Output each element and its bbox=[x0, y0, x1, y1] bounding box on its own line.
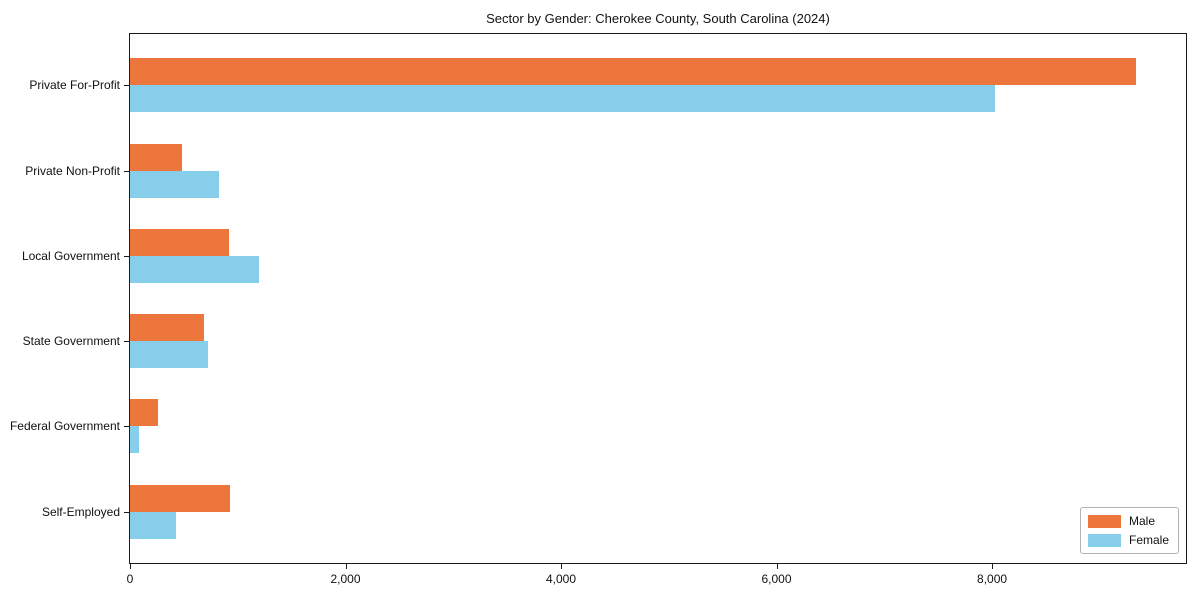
y-tick-private-for-profit bbox=[124, 85, 129, 87]
bar-male-private-for-profit bbox=[130, 58, 1137, 86]
x-tick-label-2000: 2,000 bbox=[330, 572, 361, 586]
plot-area: Male Female Private For-Profit Private No… bbox=[10, 33, 1187, 586]
y-tick-label-federal-government: Federal Government bbox=[9, 419, 120, 434]
y-tick-federal-government bbox=[124, 426, 129, 428]
y-tick-label-self-employed: Self-Employed bbox=[41, 504, 120, 519]
legend-swatch-male bbox=[1087, 514, 1121, 528]
y-tick-label-private-for-profit: Private For-Profit bbox=[29, 78, 120, 93]
x-tick-8000 bbox=[992, 564, 994, 569]
x-tick-label-8000: 8,000 bbox=[977, 572, 1008, 586]
x-tick-2000 bbox=[345, 564, 347, 569]
legend-item-male: Male bbox=[1087, 514, 1169, 528]
y-tick-local-government bbox=[124, 255, 129, 257]
legend-label-male: Male bbox=[1128, 514, 1155, 528]
bar-female-self-employed bbox=[130, 511, 177, 539]
y-tick-private-non-profit bbox=[124, 170, 129, 172]
y-tick-label-state-government: State Government bbox=[22, 334, 120, 349]
x-tick-label-0: 0 bbox=[126, 572, 134, 586]
bar-female-private-for-profit bbox=[130, 85, 996, 113]
bar-male-local-government bbox=[130, 228, 230, 256]
x-tick-4000 bbox=[561, 564, 563, 569]
x-tick-label-6000: 6,000 bbox=[761, 572, 792, 586]
x-tick-0 bbox=[130, 564, 131, 569]
y-tick-state-government bbox=[124, 341, 129, 343]
legend-label-female: Female bbox=[1128, 533, 1169, 547]
y-tick-label-local-government: Local Government bbox=[21, 248, 120, 263]
bar-male-state-government bbox=[130, 314, 205, 342]
bar-male-federal-government bbox=[130, 399, 159, 427]
legend: Male Female bbox=[1079, 507, 1179, 554]
bar-female-state-government bbox=[130, 341, 208, 369]
x-tick-label-4000: 4,000 bbox=[546, 572, 577, 586]
chart-title: Sector by Gender: Cherokee County, South… bbox=[486, 11, 830, 26]
y-tick-label-private-non-profit: Private Non-Profit bbox=[25, 163, 120, 178]
bar-female-federal-government bbox=[130, 426, 140, 454]
bar-female-private-non-profit bbox=[130, 170, 220, 198]
legend-swatch-female bbox=[1087, 533, 1121, 547]
bar-female-local-government bbox=[130, 255, 260, 283]
y-tick-self-employed bbox=[124, 511, 129, 513]
x-tick-6000 bbox=[776, 564, 778, 569]
bar-male-private-non-profit bbox=[130, 143, 182, 171]
legend-item-female: Female bbox=[1087, 533, 1169, 547]
bar-male-self-employed bbox=[130, 484, 231, 512]
